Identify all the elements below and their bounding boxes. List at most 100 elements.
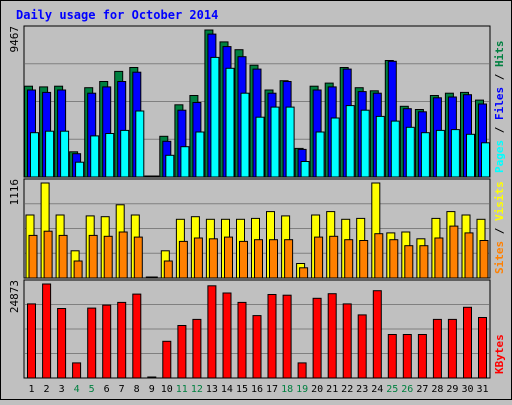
x-tick-label: 9 xyxy=(149,384,155,395)
bar-pages-day-19 xyxy=(300,161,310,178)
x-axis-labels: 1 2 3 4 5 6 7 8 9 10 11 12 13 14 15 16 17 18 19 20 21 22 23 24 2… xyxy=(28,384,488,395)
bar-sites-day-13 xyxy=(208,238,218,279)
panel-2: 1116 Sites / Visits xyxy=(8,178,506,279)
x-tick-label: 24 xyxy=(371,384,383,395)
bar-kbytes-day-22 xyxy=(342,303,352,379)
bar-kbytes-day-2 xyxy=(42,283,52,379)
x-tick-label: 21 xyxy=(326,384,338,395)
bar-sites-day-4 xyxy=(73,260,83,279)
bar-kbytes-day-12 xyxy=(192,318,202,379)
x-tick-label: 10 xyxy=(161,384,173,395)
bar-sites-day-25 xyxy=(389,239,399,279)
bar-sites-day-21 xyxy=(329,235,339,279)
bar-pages-day-25 xyxy=(390,120,400,178)
bar-sites-day-12 xyxy=(193,237,203,279)
bar-sites-day-8 xyxy=(133,236,143,279)
x-tick-label: 27 xyxy=(416,384,428,395)
x-tick-label: 25 xyxy=(386,384,398,395)
bar-pages-day-11 xyxy=(180,146,190,178)
x-tick-label: 30 xyxy=(461,384,473,395)
legend-pages: Pages xyxy=(493,140,506,173)
bar-kbytes-day-10 xyxy=(162,340,172,379)
bar-kbytes-day-7 xyxy=(117,301,127,379)
bar-pages-day-12 xyxy=(195,131,205,178)
bar-pages-day-10 xyxy=(165,154,175,178)
bar-kbytes-day-9 xyxy=(147,376,157,379)
legend-sites: Sites xyxy=(493,241,506,274)
bar-pages-day-15 xyxy=(240,92,250,178)
bar-kbytes-day-21 xyxy=(327,293,337,379)
bar-sites-day-7 xyxy=(118,231,128,279)
x-tick-label: 20 xyxy=(311,384,323,395)
legend-separator: / xyxy=(493,120,506,140)
x-tick-label: 6 xyxy=(104,384,110,395)
bar-sites-day-28 xyxy=(434,237,444,279)
bar-kbytes-day-18 xyxy=(282,294,292,379)
x-tick-label: 4 xyxy=(74,384,80,395)
bar-sites-day-15 xyxy=(239,240,248,279)
bar-pages-day-3 xyxy=(60,130,70,178)
bar-pages-day-20 xyxy=(315,131,325,178)
bar-sites-day-6 xyxy=(103,235,113,279)
bar-pages-day-30 xyxy=(466,133,475,178)
bar-pages-day-21 xyxy=(330,117,340,178)
bar-pages-day-27 xyxy=(420,132,430,178)
x-tick-label: 2 xyxy=(43,384,49,395)
bar-pages-day-18 xyxy=(285,106,295,178)
bar-pages-day-28 xyxy=(435,129,445,178)
bar-kbytes-day-20 xyxy=(312,297,322,379)
bar-sites-day-17 xyxy=(269,239,278,279)
x-tick-label: 11 xyxy=(176,384,188,395)
bar-pages-day-17 xyxy=(270,106,280,178)
chart-panels: 9467 Pages / Files / Hits 1116 Sites / Visi… xyxy=(8,25,506,379)
bar-pages-day-8 xyxy=(135,110,145,178)
bar-sites-day-19 xyxy=(299,267,309,279)
legend-files: Files xyxy=(493,87,506,120)
bar-pages-day-7 xyxy=(120,129,130,178)
bar-pages-day-24 xyxy=(375,115,385,178)
bar-kbytes-day-4 xyxy=(72,362,82,379)
bar-pages-day-22 xyxy=(345,105,355,178)
x-tick-label: 31 xyxy=(476,384,488,395)
x-tick-label: 15 xyxy=(236,384,248,395)
x-tick-label: 7 xyxy=(119,384,125,395)
bar-sites-day-24 xyxy=(374,233,384,279)
bar-sites-day-14 xyxy=(224,236,233,279)
legend-separator: / xyxy=(493,67,506,87)
bar-pages-day-16 xyxy=(255,116,265,178)
x-tick-label: 17 xyxy=(266,384,278,395)
x-tick-label: 13 xyxy=(206,384,218,395)
bar-kbytes-day-19 xyxy=(297,362,307,379)
bar-pages-day-13 xyxy=(210,56,220,178)
bar-kbytes-day-28 xyxy=(432,318,442,379)
x-tick-label: 8 xyxy=(134,384,140,395)
bar-sites-day-5 xyxy=(88,234,98,279)
x-tick-label: 18 xyxy=(281,384,293,395)
bar-kbytes-day-16 xyxy=(252,315,262,379)
bar-pages-day-1 xyxy=(30,132,39,178)
bar-sites-day-3 xyxy=(58,234,68,279)
bar-sites-day-16 xyxy=(254,239,263,279)
bar-pages-day-2 xyxy=(45,130,55,178)
x-tick-label: 12 xyxy=(191,384,203,395)
bar-kbytes-day-6 xyxy=(102,304,112,379)
y-axis-max-label: 24873 xyxy=(8,280,21,313)
bar-kbytes-day-13 xyxy=(207,285,217,379)
panel-legend: Sites / Visits xyxy=(493,181,506,274)
y-axis-max-label: 1116 xyxy=(8,179,21,206)
bar-kbytes-day-1 xyxy=(27,303,36,379)
x-tick-label: 1 xyxy=(28,384,34,395)
chart-title: Daily usage for October 2014 xyxy=(16,8,218,22)
bar-kbytes-day-8 xyxy=(132,293,142,379)
legend-visits: Visits xyxy=(493,181,506,221)
bar-kbytes-day-3 xyxy=(57,308,67,379)
bar-kbytes-day-25 xyxy=(387,334,397,379)
x-tick-label: 5 xyxy=(89,384,95,395)
bar-sites-day-11 xyxy=(178,240,188,279)
bar-sites-day-18 xyxy=(284,239,294,279)
bar-pages-day-5 xyxy=(90,135,100,178)
bar-pages-day-6 xyxy=(105,133,115,178)
bar-kbytes-day-26 xyxy=(402,334,412,379)
